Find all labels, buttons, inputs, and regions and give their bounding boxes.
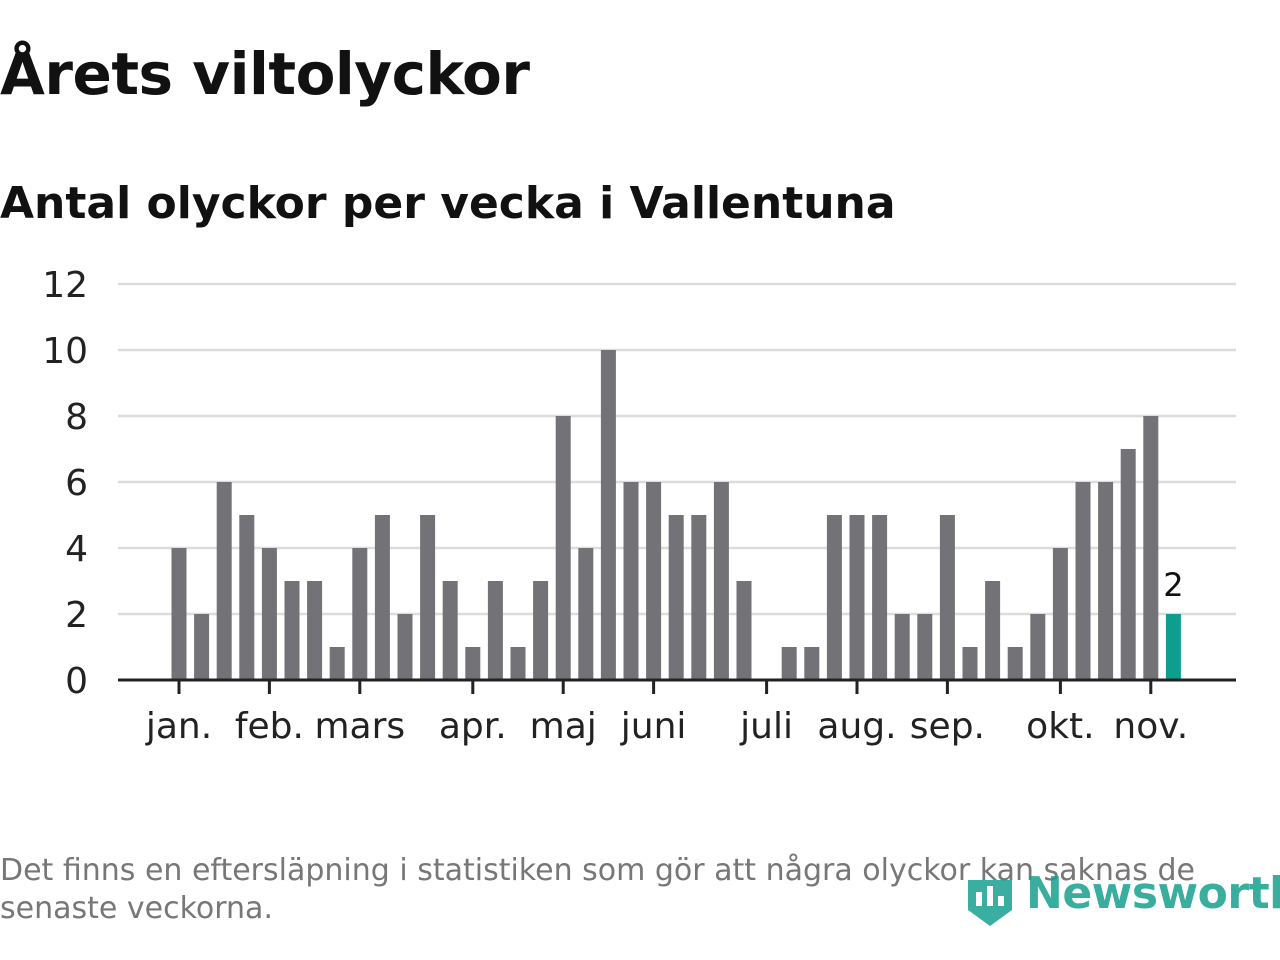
bar: [623, 482, 639, 680]
x-tick-label: feb.: [235, 706, 304, 747]
bars: [171, 350, 1181, 680]
bar: [849, 515, 865, 680]
bar: [826, 515, 842, 680]
bar: [985, 581, 1001, 680]
bar: [510, 647, 526, 680]
x-tick-label: aug.: [817, 706, 896, 747]
bar: [352, 548, 368, 680]
bar: [1052, 548, 1068, 680]
bar: [917, 614, 933, 680]
bar: [872, 515, 888, 680]
x-tick-label: nov.: [1113, 706, 1188, 747]
bar: [420, 515, 436, 680]
y-tick-label: 0: [65, 661, 88, 702]
bar: [1007, 647, 1023, 680]
y-tick-label: 12: [42, 265, 88, 306]
bar: [1143, 416, 1159, 680]
bar: [1120, 449, 1136, 680]
newsworthy-logo-icon: [968, 880, 1012, 926]
bar: [691, 515, 707, 680]
bar-chart: 0 2 4 6 8 10 12 jan. feb. mars apr. maj juni juli aug…: [42, 265, 1236, 747]
bar: [713, 482, 729, 680]
bar: [894, 614, 910, 680]
bar: [962, 647, 978, 680]
bar: [374, 515, 390, 680]
y-axis-ticks: 0 2 4 6 8 10 12: [42, 265, 88, 702]
y-tick-label: 10: [42, 331, 88, 372]
x-tick-label: jan.: [145, 706, 212, 747]
bar: [442, 581, 458, 680]
x-tick-label: juni: [620, 706, 687, 747]
x-tick-label: juli: [739, 706, 793, 747]
bar: [804, 647, 820, 680]
bar: [1075, 482, 1091, 680]
bar: [397, 614, 413, 680]
y-tick-label: 2: [65, 595, 88, 636]
bar: [284, 581, 300, 680]
annotations: 2: [1163, 566, 1183, 604]
bar: [668, 515, 684, 680]
bar: [555, 416, 571, 680]
bar-latest: [1165, 614, 1181, 680]
bar: [1098, 482, 1114, 680]
bar: [261, 548, 277, 680]
bar: [1030, 614, 1046, 680]
bar: [578, 548, 594, 680]
bar: [171, 548, 187, 680]
bar: [781, 647, 797, 680]
bar: [216, 482, 232, 680]
bar: [465, 647, 481, 680]
bar: [600, 350, 616, 680]
newsworthy-logo[interactable]: Newsworthy: [964, 858, 1280, 928]
bar: [939, 515, 955, 680]
x-tick-label: okt.: [1026, 706, 1094, 747]
newsworthy-logo-text: Newsworthy: [1026, 867, 1280, 919]
chart-title: Årets viltolyckor: [0, 40, 530, 108]
bar: [239, 515, 255, 680]
y-tick-label: 8: [65, 397, 88, 438]
y-tick-label: 4: [65, 529, 88, 570]
x-tick-label: maj: [530, 706, 597, 747]
chart-subtitle: Antal olyckor per vecka i Vallentuna: [0, 178, 896, 229]
x-tick-label: sep.: [910, 706, 985, 747]
x-tick-label: mars: [314, 706, 405, 747]
bar: [646, 482, 662, 680]
bar: [307, 581, 323, 680]
latest-value-label: 2: [1163, 566, 1183, 604]
bar: [736, 581, 752, 680]
bar: [329, 647, 345, 680]
x-tick-label: apr.: [439, 706, 507, 747]
y-tick-label: 6: [65, 463, 88, 504]
x-axis-labels: jan. feb. mars apr. maj juni juli aug. sep. okt. n…: [145, 706, 1188, 747]
bar: [194, 614, 210, 680]
bar: [487, 581, 503, 680]
x-axis: [118, 678, 1236, 694]
bar: [533, 581, 549, 680]
